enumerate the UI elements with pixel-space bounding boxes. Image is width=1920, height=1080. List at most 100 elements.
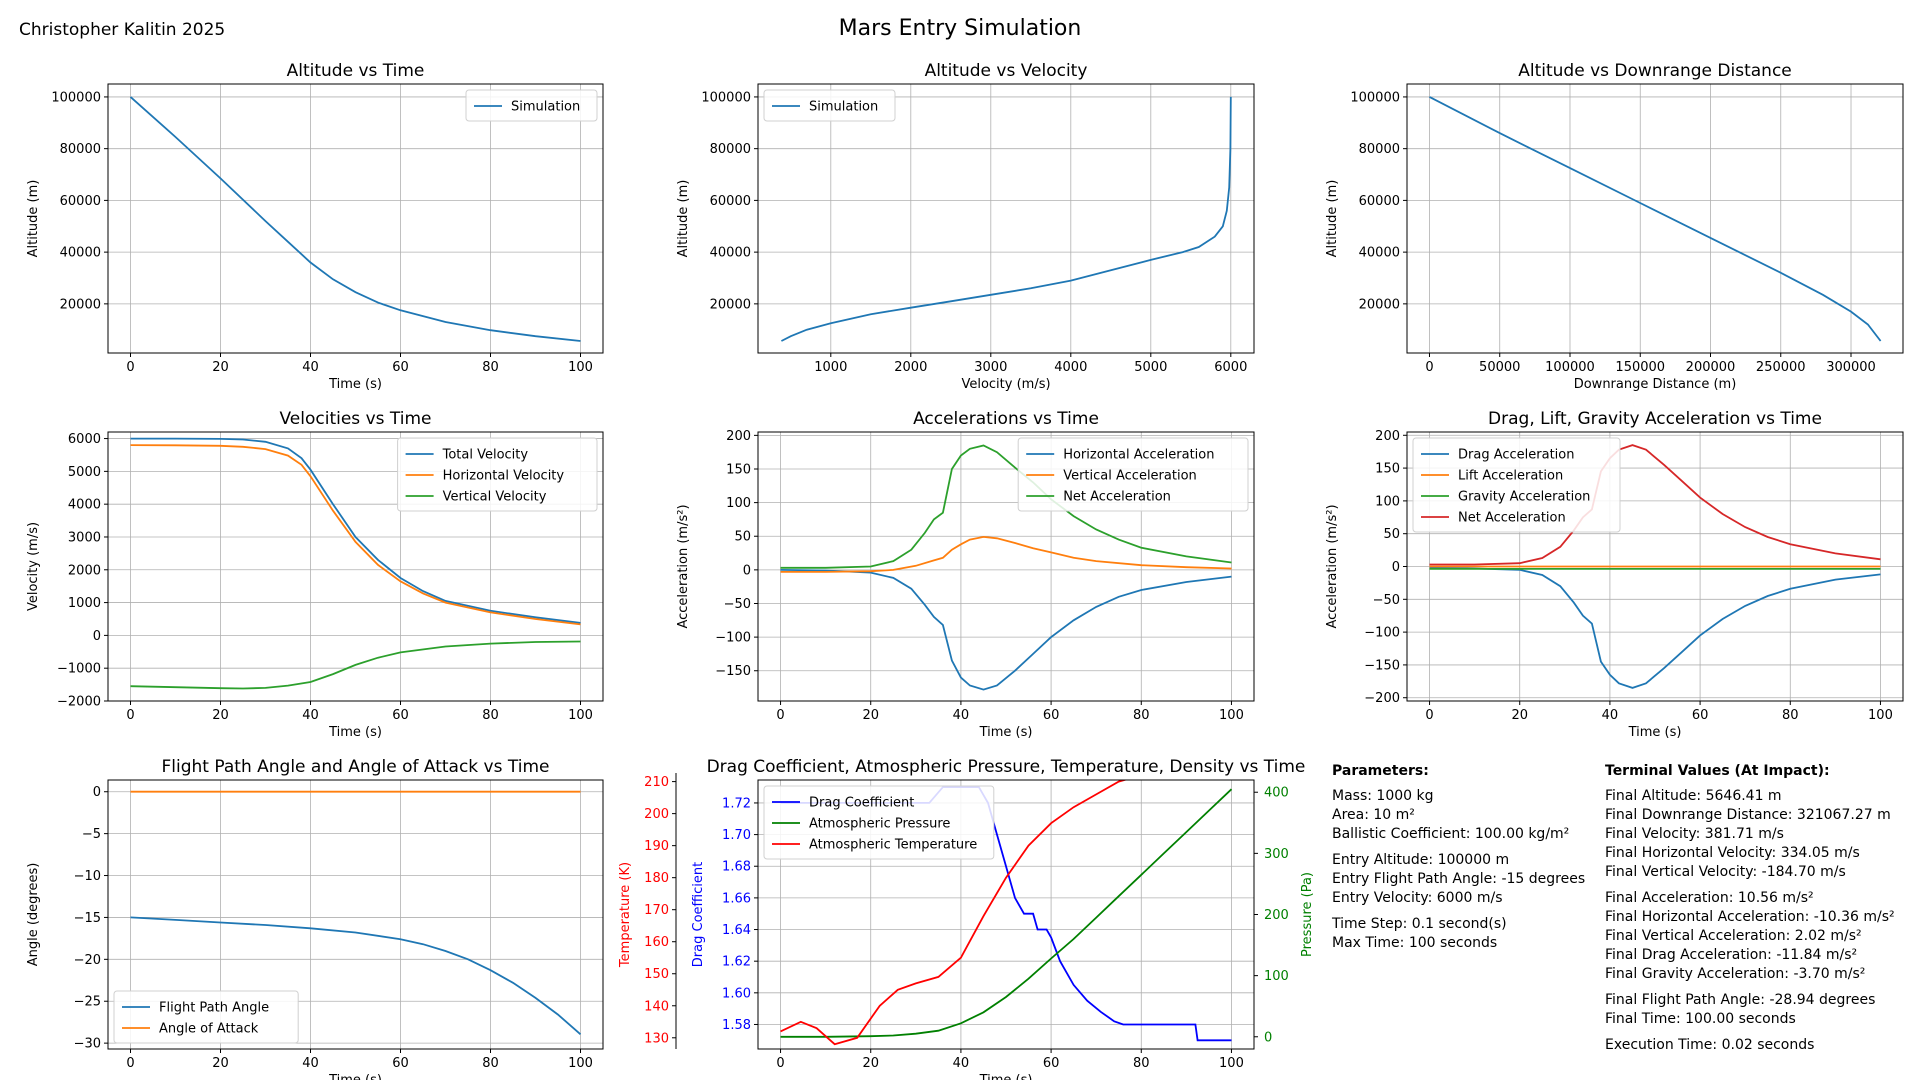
- legend-label: Net Acceleration: [1063, 490, 1171, 505]
- temp-y-tick-label: 170: [644, 903, 669, 918]
- temp-y-tick-label: 130: [644, 1031, 669, 1046]
- panel-line: Entry Altitude: 100000 m: [1332, 852, 1510, 868]
- x-tick-label: 100: [568, 360, 593, 375]
- legend-label: Angle of Attack: [159, 1022, 259, 1037]
- x-tick-label: 20: [212, 360, 229, 375]
- y-tick-label: −100: [715, 631, 751, 646]
- y-tick-label: 0: [93, 785, 101, 800]
- y-tick-label: −50: [724, 597, 751, 612]
- y-tick-label: −200: [1364, 691, 1400, 706]
- x-tick-label: 40: [953, 1056, 970, 1071]
- panel-line: Final Altitude: 5646.41 m: [1605, 788, 1782, 804]
- chart-title: Altitude vs Downrange Distance: [1518, 61, 1792, 81]
- x-tick-label: 40: [953, 708, 970, 723]
- y-tick-label: 20000: [1359, 297, 1400, 312]
- y-tick-label: 0: [93, 629, 101, 644]
- x-tick-label: 80: [1133, 708, 1150, 723]
- series-line: [780, 788, 1233, 1038]
- y-axis-label: Altitude (m): [676, 180, 691, 258]
- y-tick-label: 100: [1375, 494, 1400, 509]
- y-axis-label: Velocity (m/s): [26, 522, 41, 611]
- panel-line: Final Vertical Acceleration: 2.02 m/s²: [1605, 928, 1862, 944]
- panel-line: Ballistic Coefficient: 100.00 kg/m²: [1332, 826, 1570, 842]
- x-tick-label: 20: [1511, 708, 1528, 723]
- y-tick-label: 20000: [710, 297, 751, 312]
- legend-box: [397, 437, 598, 512]
- y-tick-label: −10: [74, 869, 101, 884]
- x-tick-label: 40: [302, 1056, 319, 1071]
- y-tick-label: 100000: [51, 90, 101, 105]
- x-axis-label: Time (s): [979, 1073, 1033, 1080]
- y-tick-label: 80000: [60, 142, 101, 157]
- x-tick-label: 250000: [1756, 360, 1806, 375]
- y-axis-label: Acceleration (m/s²): [1325, 504, 1340, 628]
- y-tick-label: 5000: [68, 465, 101, 480]
- y-tick-label: 60000: [60, 194, 101, 209]
- x-tick-label: 150000: [1615, 360, 1665, 375]
- axes-frame: [107, 431, 604, 702]
- legend-box: [465, 89, 598, 122]
- parameters-panel: Parameters: Mass: 1000 kg Area: 10 m² Balli…: [1332, 762, 1585, 953]
- chart-title: Drag Coefficient, Atmospheric Pressure, …: [707, 757, 1306, 777]
- y-tick-label: 1.72: [722, 796, 751, 811]
- temp-y-tick-label: 140: [644, 999, 669, 1014]
- y-tick-label: −100: [1364, 626, 1400, 641]
- y-tick-label: 100: [726, 496, 751, 511]
- x-tick-label: 200000: [1686, 360, 1736, 375]
- chart-title: Altitude vs Time: [287, 61, 425, 81]
- legend: Simulation: [465, 89, 598, 122]
- legend-box: [763, 785, 995, 860]
- panel-line: Max Time: 100 seconds: [1332, 935, 1498, 951]
- panel-line: Final Flight Path Angle: -28.94 degrees: [1605, 992, 1876, 1008]
- x-tick-label: 0: [1425, 708, 1433, 723]
- panel-heading: Parameters:: [1332, 763, 1429, 779]
- y-tick-label: 150: [726, 462, 751, 477]
- y-tick-label: −50: [1373, 593, 1400, 608]
- x-tick-label: 40: [302, 360, 319, 375]
- x-tick-label: 1000: [814, 360, 847, 375]
- y-tick-label: 100000: [701, 90, 751, 105]
- panel-line: Area: 10 m²: [1332, 807, 1415, 823]
- chart-p7: 0 20 40 60 80 100 −30 −25 −20 −15 −10 −5 0 Flight Pat…: [26, 757, 604, 1080]
- x-axis-label: Time (s): [328, 377, 382, 392]
- y-tick-label: 40000: [710, 246, 751, 261]
- y-tick-label: 40000: [1359, 246, 1400, 261]
- y-tick-label: 150: [1375, 462, 1400, 477]
- legend-box: [1412, 437, 1621, 533]
- x-tick-label: 80: [1782, 708, 1799, 723]
- legend-box: [113, 990, 299, 1044]
- y-tick-label: 40000: [60, 246, 101, 261]
- right-y-tick-label: 400: [1264, 786, 1289, 801]
- legend: Flight Path Angle Angle of Attack: [113, 990, 299, 1044]
- y-axis-label: Altitude (m): [26, 180, 41, 258]
- panel-line: Final Horizontal Acceleration: -10.36 m/…: [1605, 909, 1895, 925]
- series-line: [1429, 444, 1881, 566]
- y-tick-label: 50: [1383, 527, 1400, 542]
- panel-line: Final Horizontal Velocity: 334.05 m/s: [1605, 845, 1860, 861]
- figure-title: Mars Entry Simulation: [838, 16, 1082, 41]
- x-tick-label: 100: [568, 708, 593, 723]
- legend-label: Total Velocity: [442, 448, 529, 463]
- chart-p6: 0 20 40 60 80 100 −200 −150 −100 −50 0 50 100 150 200 D…: [1325, 409, 1904, 740]
- axes-frame: [107, 83, 604, 354]
- y-tick-label: 1.62: [722, 955, 751, 970]
- y-tick-label: −2000: [57, 695, 101, 710]
- chart-title: Altitude vs Velocity: [925, 61, 1088, 81]
- y-tick-label: 80000: [1359, 142, 1400, 157]
- legend: Simulation: [763, 89, 896, 122]
- y-tick-label: 200: [726, 429, 751, 444]
- y-tick-label: 20000: [60, 297, 101, 312]
- y-axis-label: Altitude (m): [1325, 180, 1340, 258]
- terminal-values-panel: Terminal Values (At Impact): Final Altitu…: [1605, 762, 1895, 1055]
- x-tick-label: 40: [1602, 708, 1619, 723]
- legend-label: Atmospheric Pressure: [809, 817, 950, 832]
- x-tick-label: 5000: [1134, 360, 1167, 375]
- series-line: [780, 444, 1232, 569]
- x-tick-label: 60: [392, 708, 409, 723]
- legend: Horizontal Acceleration Vertical Accelera…: [1017, 437, 1249, 512]
- legend-box: [763, 89, 896, 122]
- legend-label: Net Acceleration: [1458, 511, 1566, 526]
- panel-heading: Terminal Values (At Impact):: [1605, 763, 1830, 779]
- right-y-tick-label: 100: [1264, 969, 1289, 984]
- legend-label: Drag Acceleration: [1458, 448, 1575, 463]
